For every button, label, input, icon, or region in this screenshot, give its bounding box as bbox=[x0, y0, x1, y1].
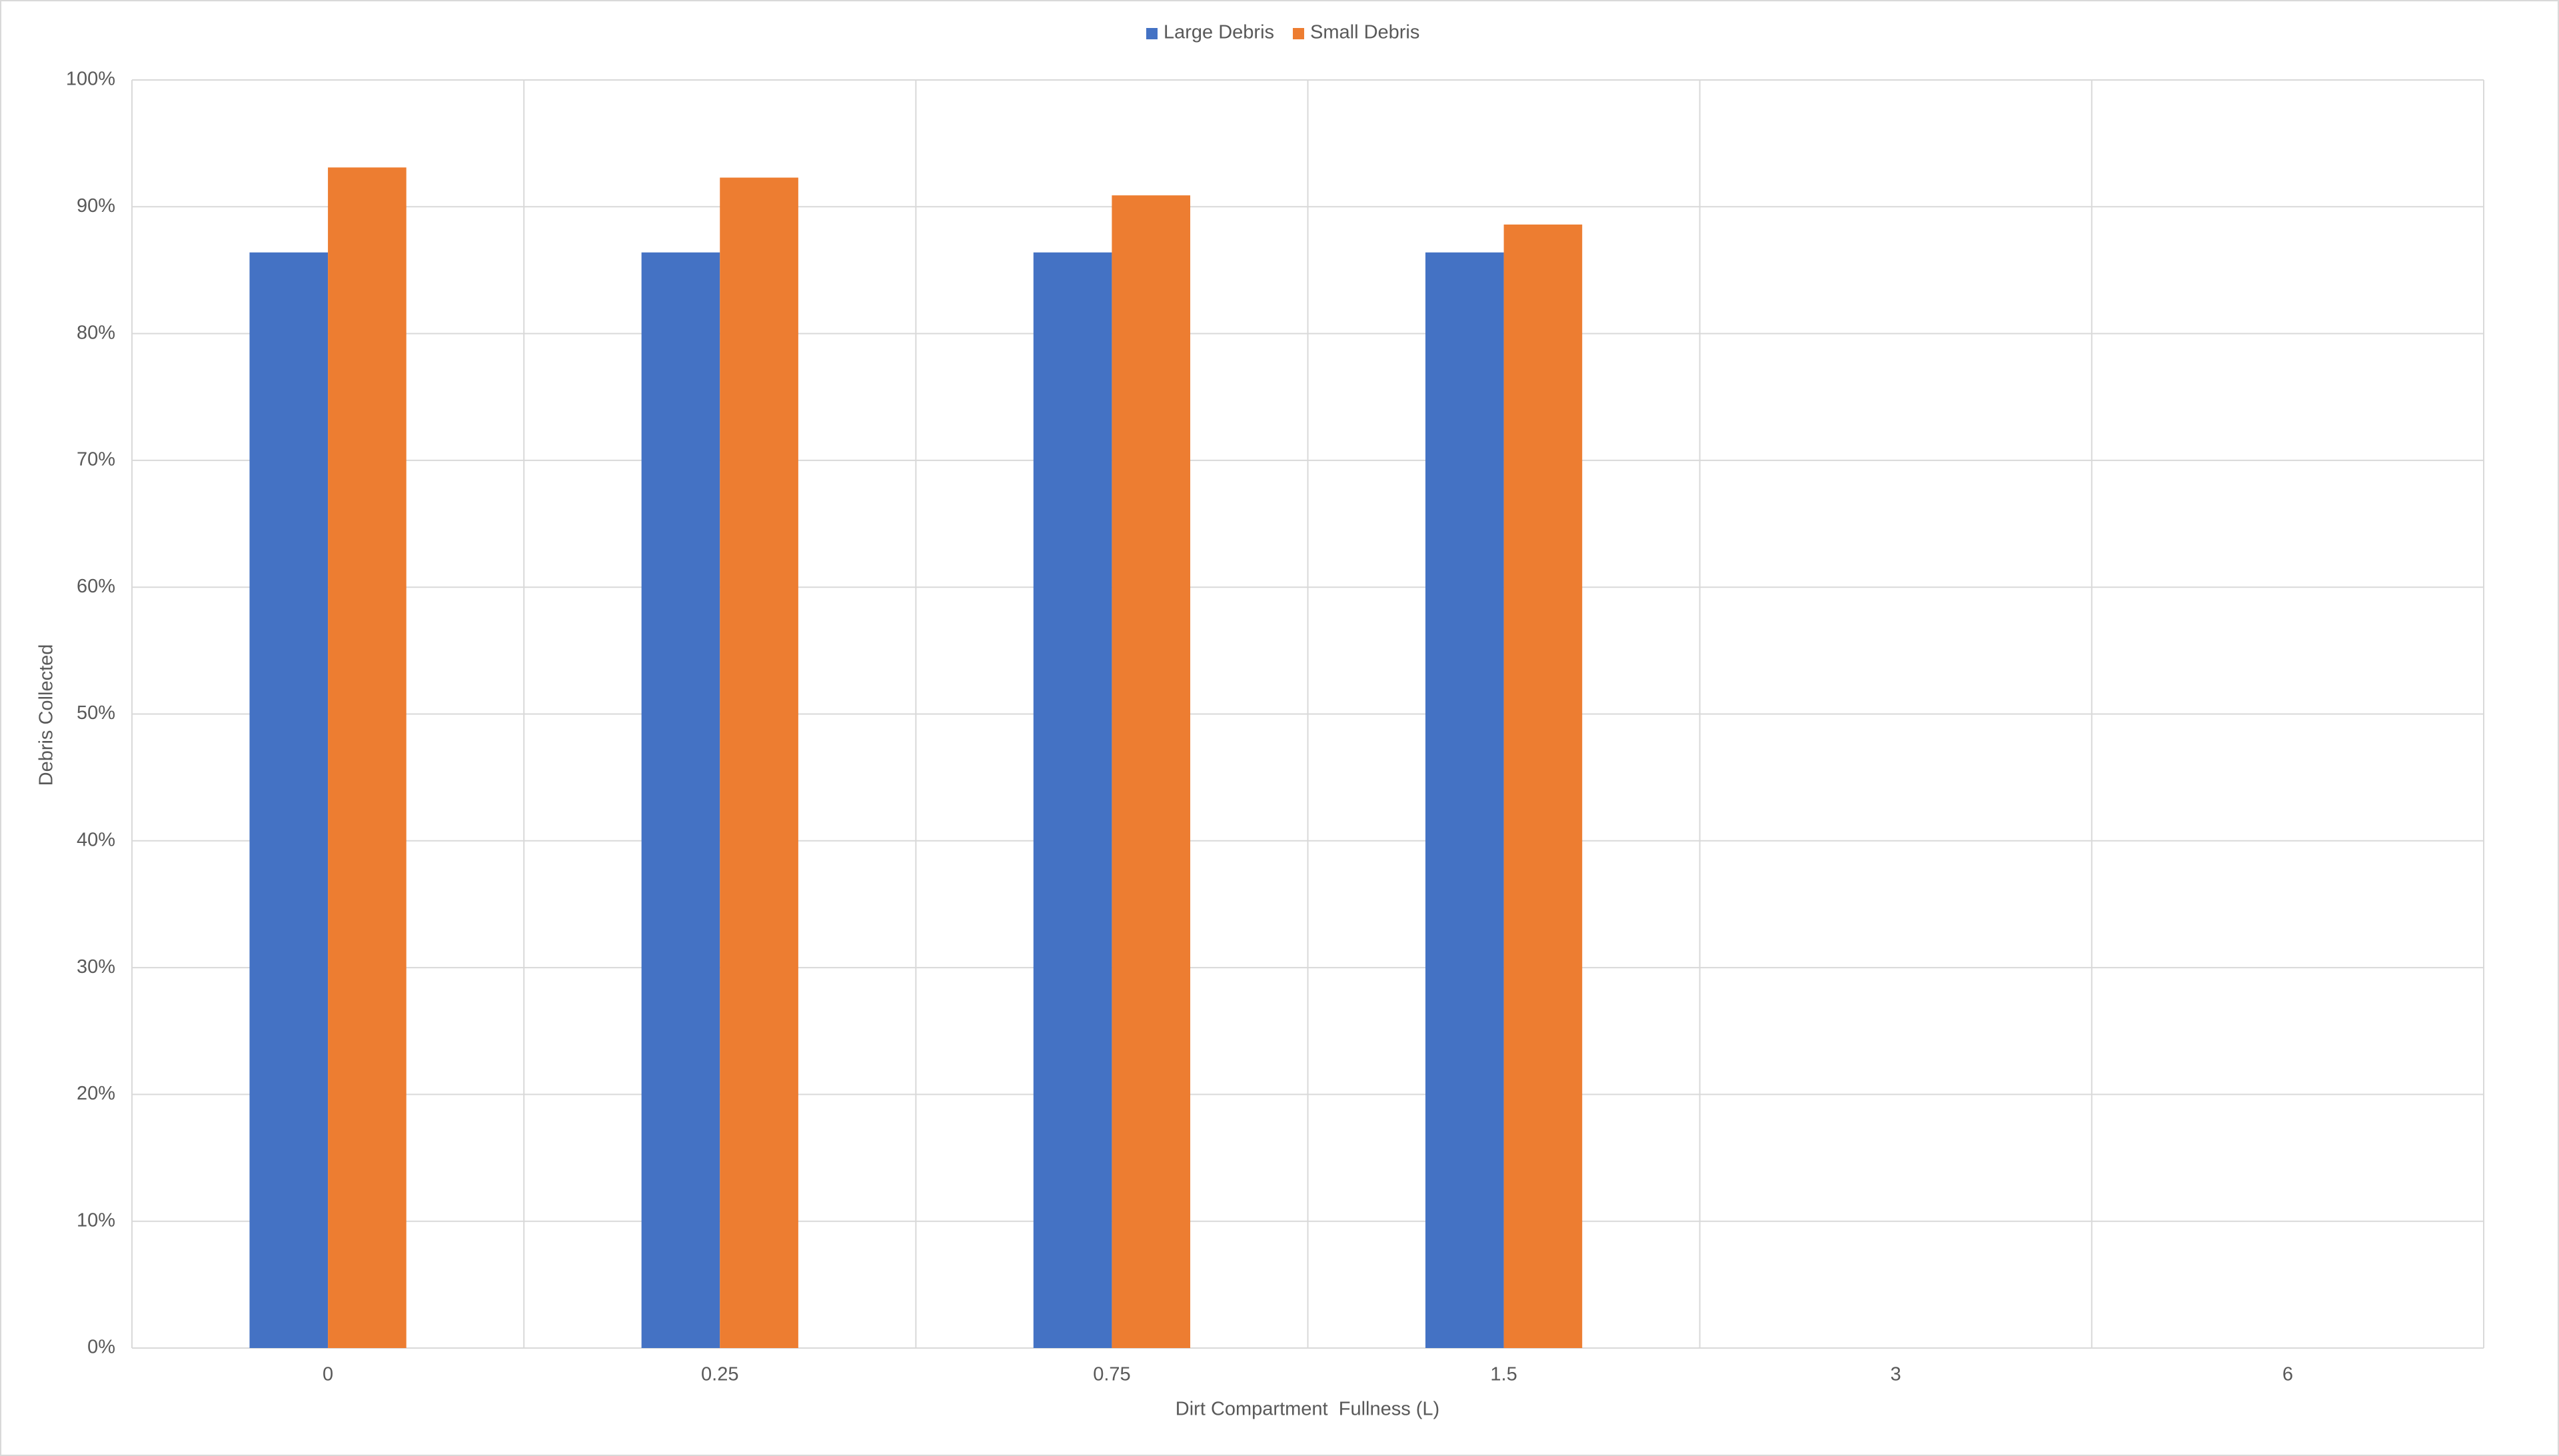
x-tick-label: 0.25 bbox=[701, 1364, 738, 1385]
y-tick-label: 10% bbox=[77, 1209, 115, 1231]
y-tick-label: 30% bbox=[77, 956, 115, 978]
bar bbox=[328, 167, 407, 1348]
bar bbox=[1425, 252, 1504, 1349]
y-tick-label: 70% bbox=[77, 449, 115, 470]
x-tick-label: 1.5 bbox=[1490, 1364, 1517, 1385]
y-tick-label: 100% bbox=[66, 69, 115, 90]
bar bbox=[1033, 252, 1112, 1349]
bar bbox=[1503, 224, 1583, 1348]
x-tick-label: 0 bbox=[323, 1364, 333, 1385]
y-tick-label: 50% bbox=[77, 702, 115, 724]
legend-swatch bbox=[1146, 28, 1158, 39]
x-tick-label: 6 bbox=[2282, 1364, 2293, 1385]
y-tick-label: 80% bbox=[77, 322, 115, 343]
x-tick-label: 3 bbox=[1891, 1364, 1901, 1385]
legend-label: Large Debris bbox=[1164, 22, 1274, 43]
legend-label: Small Debris bbox=[1310, 22, 1419, 43]
bar bbox=[720, 177, 798, 1348]
x-axis-title: Dirt Compartment Fullness (L) bbox=[1176, 1399, 1439, 1420]
bar bbox=[641, 252, 720, 1349]
y-tick-label: 60% bbox=[77, 576, 115, 597]
legend-swatch bbox=[1293, 28, 1304, 39]
y-tick-label: 0% bbox=[87, 1337, 115, 1358]
y-tick-label: 20% bbox=[77, 1083, 115, 1104]
y-tick-label: 40% bbox=[77, 829, 115, 850]
x-tick-label: 0.75 bbox=[1093, 1364, 1130, 1385]
bar bbox=[249, 252, 329, 1349]
y-tick-label: 90% bbox=[77, 195, 115, 217]
bar bbox=[1112, 195, 1191, 1349]
y-axis-title: Debris Collected bbox=[36, 644, 57, 786]
